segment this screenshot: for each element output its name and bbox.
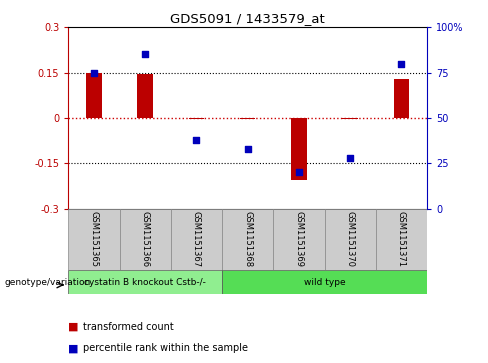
Bar [68, 270, 222, 294]
Text: genotype/variation: genotype/variation [5, 278, 91, 287]
Bar [68, 209, 120, 270]
Text: wild type: wild type [304, 278, 346, 287]
Text: GSM1151369: GSM1151369 [294, 211, 304, 266]
Point [142, 52, 149, 57]
Point [244, 146, 252, 152]
Text: GSM1151368: GSM1151368 [243, 211, 252, 267]
Bar [325, 209, 376, 270]
Bar [240, 118, 255, 119]
Point [295, 170, 303, 175]
Bar [189, 118, 204, 119]
Text: GSM1151367: GSM1151367 [192, 211, 201, 267]
Text: ■: ■ [68, 322, 79, 332]
Bar [376, 209, 427, 270]
Bar [222, 209, 273, 270]
Bar [273, 209, 325, 270]
Point [193, 137, 201, 143]
Title: GDS5091 / 1433579_at: GDS5091 / 1433579_at [170, 12, 325, 25]
Bar [394, 79, 409, 118]
Text: cystatin B knockout Cstb-/-: cystatin B knockout Cstb-/- [84, 278, 206, 287]
Text: GSM1151371: GSM1151371 [397, 211, 406, 266]
Bar [343, 118, 358, 119]
Bar [120, 209, 171, 270]
Point [90, 70, 98, 76]
Point [346, 155, 354, 161]
Text: percentile rank within the sample: percentile rank within the sample [83, 343, 248, 354]
Text: ■: ■ [68, 343, 79, 354]
Text: GSM1151370: GSM1151370 [346, 211, 355, 266]
Point [398, 61, 406, 66]
Bar [138, 74, 153, 118]
Text: GSM1151365: GSM1151365 [89, 211, 99, 266]
Bar [222, 270, 427, 294]
Text: GSM1151366: GSM1151366 [141, 211, 150, 267]
Bar [291, 118, 306, 180]
Bar [171, 209, 222, 270]
Text: transformed count: transformed count [83, 322, 174, 332]
Bar [86, 73, 102, 118]
